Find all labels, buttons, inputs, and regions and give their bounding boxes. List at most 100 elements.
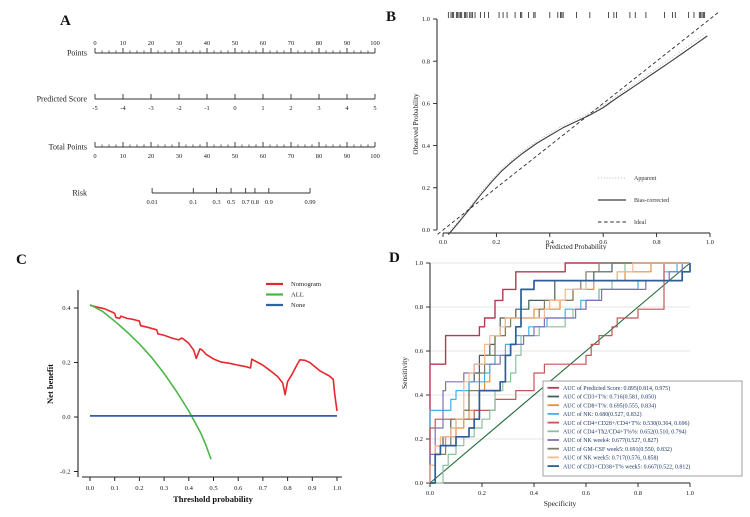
svg-text:AUC of CD3+CD38+T% week5: 0.66: AUC of CD3+CD38+T% week5: 0.667(0.522, 0…: [563, 463, 690, 470]
svg-text:100: 100: [370, 40, 380, 47]
svg-text:0: 0: [93, 40, 96, 47]
svg-text:1.0: 1.0: [686, 490, 694, 497]
svg-text:0.0: 0.0: [422, 227, 430, 234]
svg-text:Sensitivity: Sensitivity: [400, 357, 409, 389]
svg-text:30: 30: [176, 153, 182, 160]
svg-text:0.9: 0.9: [265, 199, 273, 206]
svg-text:40: 40: [204, 153, 210, 160]
svg-text:0.2: 0.2: [62, 360, 70, 367]
svg-text:0.7: 0.7: [259, 485, 268, 492]
svg-text:AUC of NK: 0.680(0.527, 0.832): AUC of NK: 0.680(0.527, 0.832): [563, 411, 642, 418]
svg-text:90: 90: [344, 153, 350, 160]
svg-text:0.8: 0.8: [634, 490, 642, 497]
svg-text:60: 60: [260, 153, 266, 160]
svg-text:0.1: 0.1: [189, 199, 197, 206]
svg-text:0.99: 0.99: [304, 199, 315, 206]
svg-text:60: 60: [260, 40, 266, 47]
svg-text:-5: -5: [92, 105, 97, 112]
svg-text:AUC of NK week5: 0.717(0.576,: AUC of NK week5: 0.717(0.576, 0.858): [563, 455, 658, 462]
svg-text:-2: -2: [176, 105, 181, 112]
svg-text:100: 100: [370, 153, 380, 160]
svg-text:Threshold probability: Threshold probability: [173, 494, 254, 504]
svg-text:0: 0: [233, 105, 236, 112]
svg-text:0.4: 0.4: [185, 485, 194, 492]
svg-text:-1: -1: [204, 105, 209, 112]
panel-c-decision-curve: -0.2 0.0 0.2 0.4 0.0 0.1 0.2 0.3 0.4 0.5 0.6 0.7 0.8…: [45, 281, 342, 504]
svg-text:1.0: 1.0: [422, 16, 430, 23]
svg-text:0.1: 0.1: [111, 485, 119, 492]
svg-text:Predicted Score: Predicted Score: [37, 95, 88, 104]
svg-text:Ideal: Ideal: [634, 220, 646, 226]
panel-a-letter: A: [60, 13, 71, 29]
svg-text:0.4: 0.4: [546, 239, 555, 246]
svg-text:Nomogram: Nomogram: [291, 281, 322, 288]
svg-text:10: 10: [120, 153, 126, 160]
svg-text:90: 90: [344, 40, 350, 47]
svg-text:0.4: 0.4: [62, 305, 71, 312]
svg-text:80: 80: [316, 40, 322, 47]
svg-text:2: 2: [289, 105, 292, 112]
svg-text:0.2: 0.2: [135, 485, 143, 492]
svg-text:1: 1: [261, 105, 264, 112]
svg-text:0.7: 0.7: [242, 199, 251, 206]
svg-text:0.2: 0.2: [415, 436, 423, 443]
panel-b-letter: B: [386, 9, 397, 25]
svg-text:0: 0: [93, 153, 96, 160]
svg-text:50: 50: [232, 153, 238, 160]
svg-text:0.4: 0.4: [415, 392, 424, 399]
svg-text:0.2: 0.2: [478, 490, 486, 497]
svg-text:None: None: [291, 302, 305, 309]
svg-text:ALL: ALL: [291, 292, 304, 299]
svg-text:1.0: 1.0: [706, 239, 714, 246]
svg-text:20: 20: [148, 40, 154, 47]
svg-text:10: 10: [120, 40, 126, 47]
svg-text:0.8: 0.8: [653, 239, 661, 246]
svg-text:40: 40: [204, 40, 210, 47]
svg-text:AUC of Predicted Score: 0.895(: AUC of Predicted Score: 0.895(0.814, 0.9…: [563, 385, 670, 392]
svg-text:0.4: 0.4: [530, 490, 539, 497]
svg-text:0.0: 0.0: [439, 239, 447, 246]
svg-text:Apparent: Apparent: [634, 176, 657, 182]
svg-text:AUC of NK week4: 0.677(0.527,: AUC of NK week4: 0.677(0.527, 0.827): [563, 437, 658, 444]
svg-text:0.6: 0.6: [415, 348, 423, 355]
svg-text:70: 70: [288, 153, 294, 160]
svg-text:AUC of CD8+T%: 0.695(0.555, 0.: AUC of CD8+T%: 0.695(0.555, 0.834): [563, 402, 656, 409]
svg-text:Risk: Risk: [72, 189, 87, 198]
svg-text:-4: -4: [120, 105, 126, 112]
panel-c-letter: C: [16, 252, 27, 268]
svg-text:0.3: 0.3: [160, 485, 169, 492]
panel-b-calibration-plot: 0.0 0.2 0.4 0.6 0.8 1.0 0.0 0.2 0.4 0.6 0.8 1.0 Pred…: [412, 12, 719, 250]
svg-text:0.8: 0.8: [283, 485, 292, 492]
svg-text:1.0: 1.0: [333, 485, 342, 492]
svg-text:Specificity: Specificity: [544, 499, 577, 508]
svg-text:0.5: 0.5: [209, 485, 218, 492]
svg-text:AUC of GM-CSF week5: 0.691(0.5: AUC of GM-CSF week5: 0.691(0.550, 0.832): [563, 446, 672, 453]
svg-text:70: 70: [288, 40, 294, 47]
svg-text:1.0: 1.0: [415, 260, 423, 267]
svg-text:0.3: 0.3: [213, 199, 221, 206]
svg-text:80: 80: [316, 153, 322, 160]
svg-text:-0.2: -0.2: [60, 469, 70, 476]
svg-text:-3: -3: [148, 105, 153, 112]
svg-text:AUC of CD4+Th2/CD4+T%%: 0.652(: AUC of CD4+Th2/CD4+T%%: 0.652(0.510, 0.7…: [563, 429, 687, 436]
svg-text:0.0: 0.0: [62, 414, 71, 421]
svg-text:0.6: 0.6: [582, 490, 590, 497]
svg-text:AUC of CD3+T%: 0.716(0.581, 0.: AUC of CD3+T%: 0.716(0.581, 0.850): [563, 394, 656, 401]
svg-text:50: 50: [232, 40, 238, 47]
svg-text:0.01: 0.01: [147, 199, 158, 206]
svg-text:20: 20: [148, 153, 154, 160]
svg-text:0.6: 0.6: [599, 239, 607, 246]
svg-text:0.9: 0.9: [308, 485, 317, 492]
svg-text:0.6: 0.6: [422, 101, 430, 108]
svg-text:0.0: 0.0: [415, 480, 423, 487]
svg-text:0.8: 0.8: [251, 199, 259, 206]
svg-text:AUC of CD4+CD28+/CD4+T%: 0.530: AUC of CD4+CD28+/CD4+T%: 0.530(0.364, 0.…: [563, 420, 690, 427]
svg-text:0.4: 0.4: [422, 143, 431, 150]
svg-text:Total Points: Total Points: [49, 143, 87, 152]
svg-text:0.8: 0.8: [415, 304, 423, 311]
svg-text:Bias-corrected: Bias-corrected: [634, 198, 669, 204]
svg-text:0.0: 0.0: [426, 490, 434, 497]
svg-text:0.6: 0.6: [234, 485, 243, 492]
